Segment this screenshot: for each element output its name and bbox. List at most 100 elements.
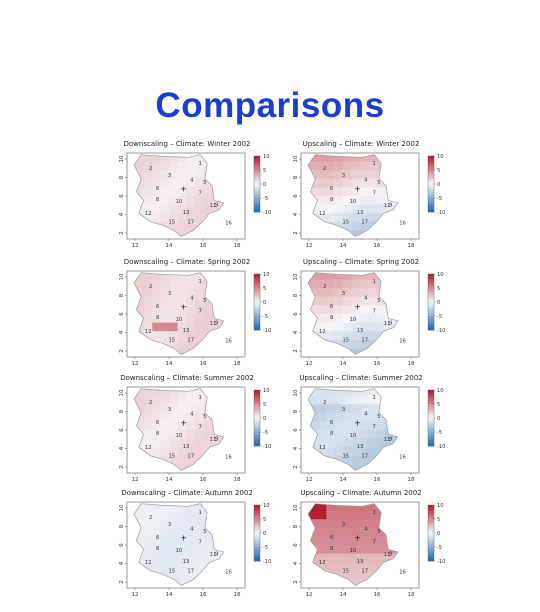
station-label: 11 — [210, 203, 217, 209]
field-cell — [177, 553, 187, 563]
field-cell — [343, 447, 353, 457]
panel-title: Upscaling – Climate: Winter 2002 — [303, 140, 420, 148]
field-cell — [177, 187, 187, 197]
field-cell — [152, 204, 162, 214]
colorbar-segment — [428, 195, 434, 199]
field-cell — [186, 213, 195, 223]
field-cell — [177, 545, 187, 555]
field-cell — [326, 161, 336, 171]
station-label: 12 — [145, 445, 152, 451]
colorbar-segment — [428, 519, 434, 523]
colorbar-segment — [428, 203, 434, 207]
field-cell — [177, 288, 187, 298]
colorbar-segment — [254, 519, 260, 523]
station-label: 1 — [199, 161, 202, 167]
field-cell — [194, 161, 204, 171]
station-label: 9 — [215, 551, 218, 557]
y-tick-label: 4 — [293, 212, 299, 216]
field-cell — [177, 579, 187, 586]
station-label: 13 — [183, 444, 190, 450]
station-label: 12 — [319, 329, 326, 335]
field-cell — [368, 161, 378, 171]
station-label: 16 — [399, 220, 406, 226]
field-cell — [360, 339, 369, 349]
colorbar-segment — [428, 409, 434, 413]
colorbar-segment — [428, 510, 434, 514]
colorbar-segment — [428, 395, 434, 399]
field-cell — [202, 545, 212, 555]
field-cell — [376, 305, 386, 315]
field-cell — [351, 527, 361, 537]
field-cell — [135, 170, 145, 180]
station-label: 1 — [199, 395, 202, 401]
field-cell — [317, 527, 327, 537]
field-cell — [135, 178, 145, 188]
field-cell — [343, 562, 353, 572]
field-cell — [135, 296, 145, 306]
field-cell — [334, 296, 344, 306]
colorbar-segment — [254, 552, 260, 556]
field-cell — [334, 331, 344, 341]
colorbar-tick-label: 0 — [263, 182, 266, 188]
station-label: 8 — [330, 431, 333, 437]
y-tick-label: 2 — [119, 349, 125, 353]
station-label: 7 — [199, 539, 202, 545]
field-cell — [360, 447, 369, 457]
field-cell — [317, 447, 327, 457]
colorbar-tick-label: -10 — [437, 210, 445, 216]
station-label: 11 — [210, 321, 217, 327]
field-cell — [343, 187, 353, 197]
field-cell — [351, 213, 361, 223]
colorbar-tick-label: 5 — [437, 286, 440, 292]
colorbar-segment — [254, 198, 260, 202]
field-cell — [360, 536, 369, 546]
field-cell — [351, 154, 361, 163]
station-label: 4 — [190, 295, 194, 301]
field-cell — [368, 395, 378, 405]
colorbar-segment — [428, 420, 434, 424]
y-tick-label: 6 — [293, 428, 299, 432]
field-cell — [376, 322, 386, 332]
field-cell — [152, 314, 162, 324]
colorbar-tick-label: -10 — [263, 328, 271, 334]
field-cell — [177, 230, 187, 237]
field-cell — [376, 553, 386, 563]
panel-title: Upscaling – Climate: Spring 2002 — [303, 258, 419, 266]
station-label: 9 — [215, 202, 218, 208]
field-cell — [202, 178, 212, 188]
field-cell — [343, 570, 353, 580]
field-cell — [317, 314, 327, 324]
colorbar-segment — [254, 412, 260, 416]
colorbar-segment — [254, 318, 260, 322]
field-cell — [317, 562, 327, 572]
field-cell — [351, 412, 361, 422]
colorbar-segment — [428, 186, 434, 190]
field-cell — [186, 553, 195, 563]
colorbar-segment — [254, 189, 260, 193]
station-label: 16 — [225, 338, 232, 344]
station-label: 1 — [199, 279, 202, 285]
center-marker: + — [354, 534, 361, 543]
field-cell — [368, 553, 378, 563]
field-cell — [343, 412, 353, 422]
field-cell — [326, 545, 336, 555]
field-cell — [186, 296, 195, 306]
field-cell — [368, 545, 378, 555]
field-cell — [317, 213, 327, 223]
field-cell — [368, 421, 378, 431]
colorbar-segment — [428, 178, 434, 182]
field-cell — [194, 279, 204, 289]
field-cell — [143, 305, 153, 315]
field-cell — [169, 204, 179, 214]
field-cell — [211, 438, 221, 448]
field-cell — [317, 196, 327, 206]
field-cell — [368, 213, 378, 223]
colorbar-segment — [428, 547, 434, 551]
field-cell — [317, 545, 327, 555]
station-label: 11 — [384, 552, 391, 558]
colorbar-segment — [254, 203, 260, 207]
field-cell — [186, 161, 195, 171]
colorbar-tick-label: 0 — [437, 182, 440, 188]
y-tick-label: 6 — [119, 543, 125, 547]
field-cell — [317, 170, 327, 180]
